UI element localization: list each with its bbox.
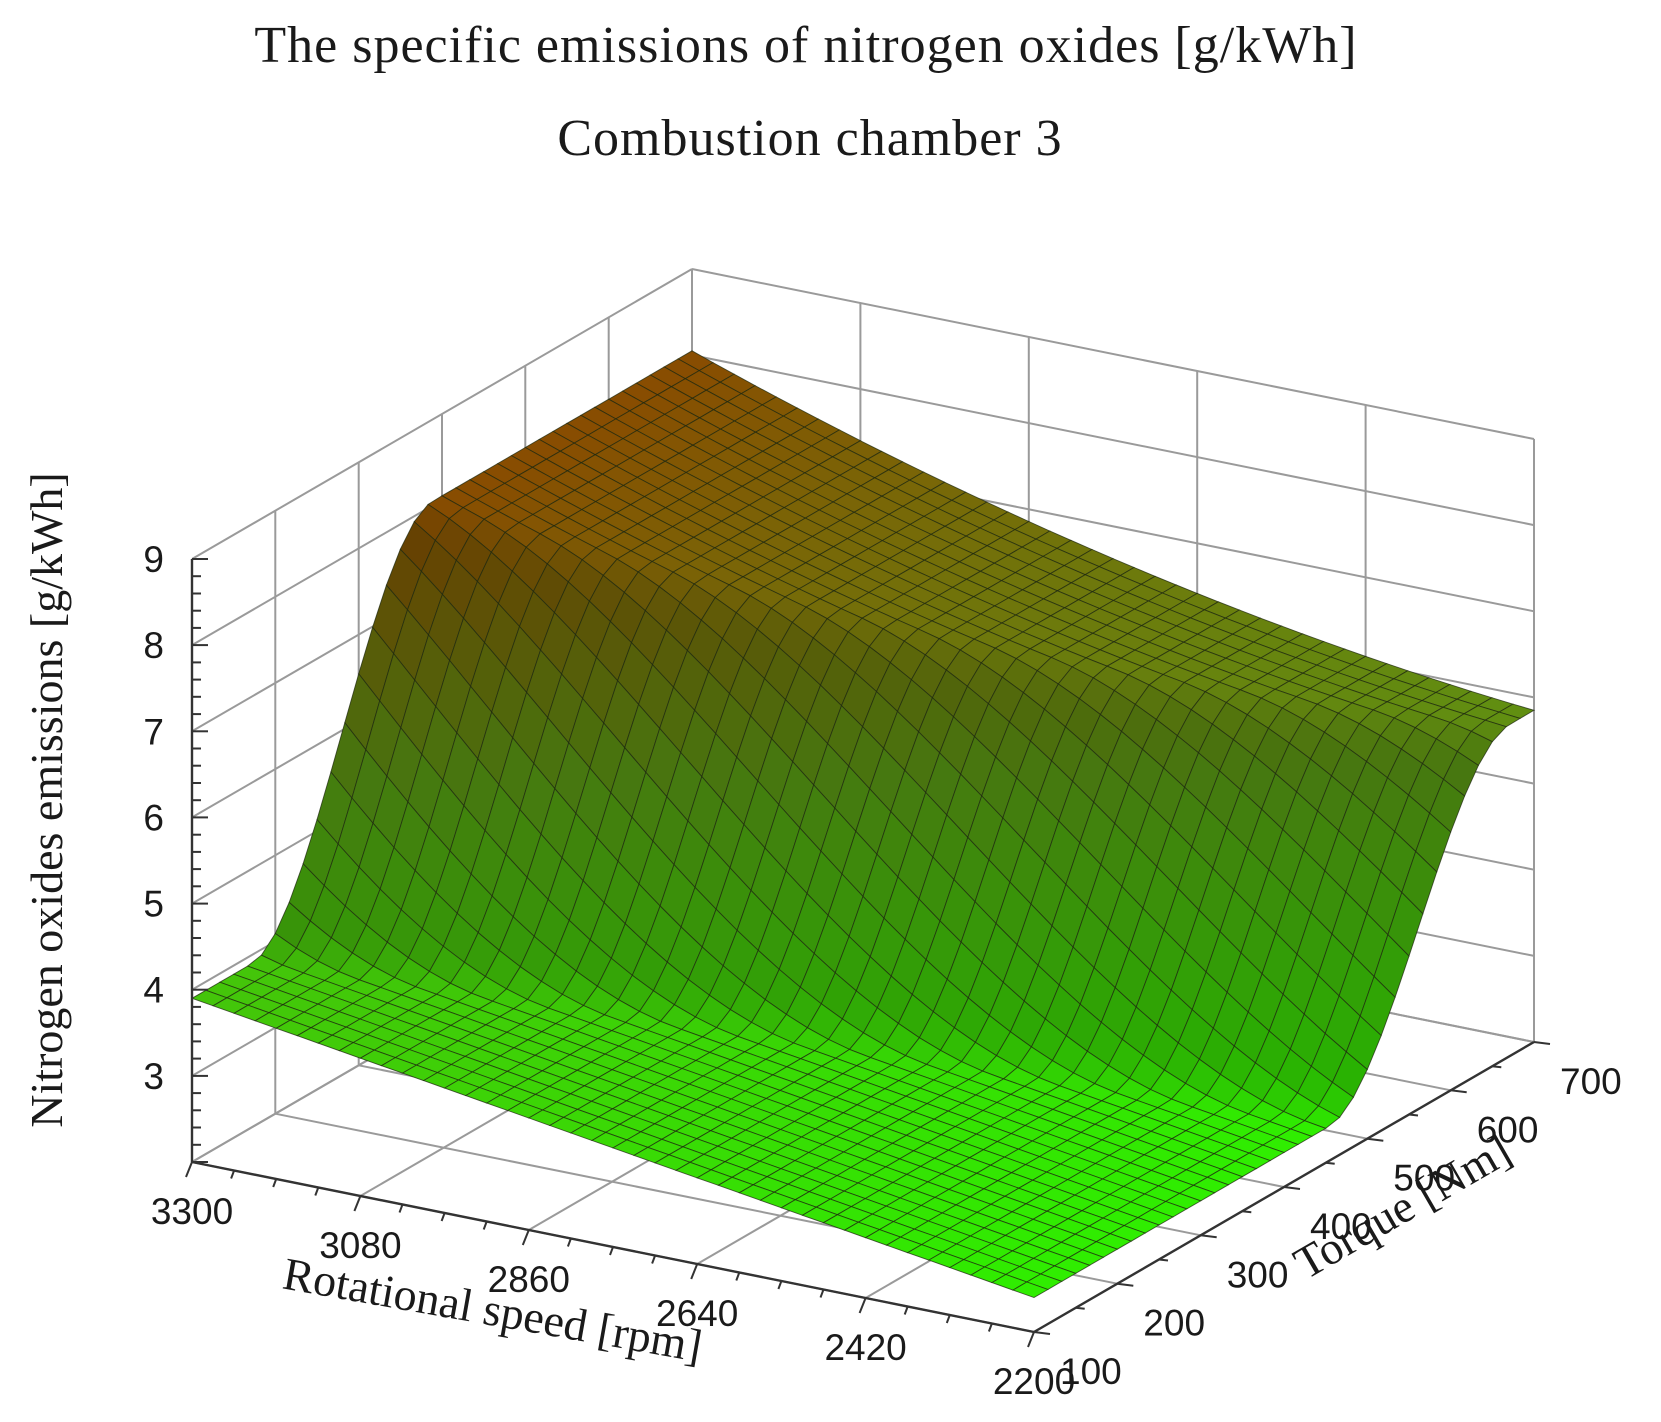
x-minor-tick <box>987 1323 993 1332</box>
axis-lines <box>185 558 1551 1348</box>
z-tick-label: 7 <box>143 711 164 752</box>
y-major-tick <box>1200 1234 1217 1239</box>
y-tick-label: 400 <box>1310 1206 1372 1247</box>
z-tick-label: 4 <box>143 970 164 1011</box>
y-minor-tick <box>1158 1258 1169 1262</box>
y-minor-tick <box>1408 1113 1419 1117</box>
y-tick-label: 300 <box>1227 1254 1289 1295</box>
x-minor-tick <box>440 1212 446 1222</box>
x-minor-tick <box>230 1170 236 1179</box>
x-minor-tick <box>482 1221 488 1230</box>
x-tick-label: 2640 <box>656 1293 738 1334</box>
surface-mesh <box>190 350 1536 1298</box>
x-minor-tick <box>314 1187 320 1196</box>
x-minor-tick <box>566 1238 572 1247</box>
x-tick-label: 3080 <box>319 1225 401 1266</box>
y-major-tick <box>1450 1089 1467 1094</box>
z-tick-label: 5 <box>143 884 164 925</box>
y-major-tick <box>1033 1331 1051 1335</box>
y-tick-label: 700 <box>1560 1061 1622 1102</box>
x-tick-label: 3300 <box>151 1191 233 1232</box>
z-tick-label: 6 <box>143 797 164 838</box>
x-major-tick <box>690 1263 699 1280</box>
y-minor-tick <box>1242 1210 1252 1214</box>
z-tick-label: 9 <box>143 539 164 580</box>
y-major-tick <box>1533 1041 1551 1045</box>
x-minor-tick <box>945 1314 951 1324</box>
x-tick-label: 2420 <box>824 1327 906 1368</box>
back-wall-gridline <box>691 268 1535 440</box>
y-minor-tick <box>1075 1306 1085 1310</box>
z-axis-title: Nitrogen oxides emissions [g/kWh] <box>21 472 72 1127</box>
x-major-tick <box>353 1195 362 1212</box>
x-major-tick <box>185 1161 193 1178</box>
y-minor-tick <box>1325 1161 1335 1165</box>
back-wall-gridline <box>691 354 1535 527</box>
y-major-tick <box>1117 1282 1134 1287</box>
x-minor-tick <box>651 1255 657 1264</box>
x-major-tick <box>1027 1331 1035 1348</box>
chart-title: The specific emissions of nitrogen oxide… <box>254 17 1357 74</box>
z-tick-label: 8 <box>143 625 164 666</box>
z-tick-label: 3 <box>143 1056 164 1097</box>
y-tick-label: 100 <box>1060 1351 1122 1392</box>
y-major-tick <box>1283 1186 1301 1190</box>
x-minor-tick <box>398 1204 404 1213</box>
y-tick-label: 600 <box>1477 1109 1539 1150</box>
x-minor-tick <box>903 1306 909 1315</box>
x-major-tick <box>858 1297 867 1314</box>
y-tick-label: 500 <box>1393 1158 1455 1199</box>
x-minor-tick <box>777 1280 783 1290</box>
y-major-tick <box>1367 1137 1384 1142</box>
x-tick-label: 2200 <box>993 1361 1075 1402</box>
y-tick-label: 200 <box>1143 1303 1205 1344</box>
x-minor-tick <box>819 1289 825 1298</box>
x-minor-tick <box>609 1246 614 1256</box>
x-tick-label: 2860 <box>488 1259 570 1300</box>
x-minor-tick <box>735 1272 741 1281</box>
x-minor-tick <box>272 1178 278 1188</box>
x-major-tick <box>521 1229 530 1246</box>
surface-cell <box>1011 1281 1049 1298</box>
y-minor-tick <box>1492 1065 1502 1069</box>
chart-subtitle: Combustion chamber 3 <box>557 110 1062 167</box>
